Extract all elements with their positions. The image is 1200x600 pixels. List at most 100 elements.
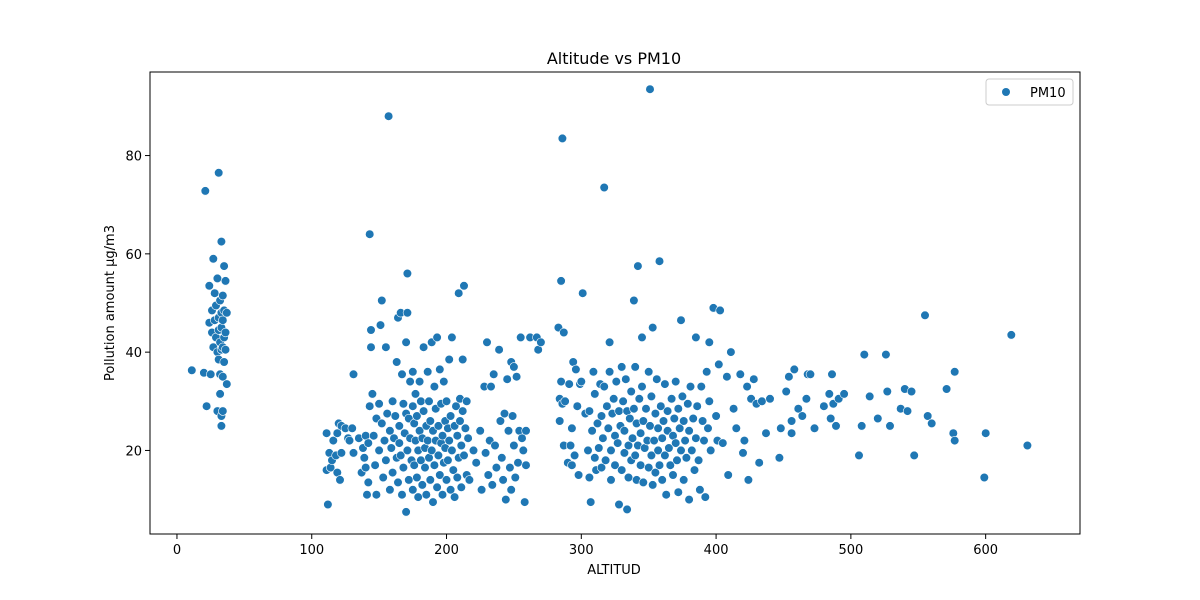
data-point	[486, 382, 496, 392]
data-point	[700, 492, 710, 502]
data-point	[394, 421, 404, 431]
data-point	[723, 470, 733, 480]
data-point	[377, 295, 387, 306]
legend-marker	[1002, 88, 1010, 96]
data-point	[432, 482, 442, 492]
legend-box	[985, 78, 1074, 106]
data-point	[332, 428, 342, 438]
x-tick-label: 300	[569, 543, 594, 558]
x-axis: 0 100 200 300 400 500 600	[173, 534, 998, 558]
data-point	[638, 477, 648, 488]
x-tick-label: 0	[173, 543, 181, 558]
data-point	[831, 421, 841, 431]
data-point	[902, 406, 913, 416]
data-point	[448, 465, 458, 475]
data-point	[366, 342, 376, 352]
data-point	[681, 453, 692, 463]
data-point	[881, 350, 891, 360]
data-point	[495, 416, 506, 426]
data-point	[584, 406, 595, 416]
data-point	[415, 377, 425, 387]
data-point	[673, 404, 683, 414]
data-point	[739, 436, 750, 446]
data-point	[433, 450, 444, 461]
data-point	[216, 237, 226, 247]
data-point	[460, 423, 471, 433]
data-point	[518, 445, 528, 456]
data-point	[443, 455, 453, 465]
data-point	[361, 463, 371, 473]
data-point	[402, 308, 413, 318]
data-point	[556, 377, 566, 387]
data-point	[208, 254, 218, 264]
data-point	[627, 433, 638, 443]
data-point	[386, 443, 396, 453]
data-point	[505, 463, 515, 473]
data-point	[370, 460, 380, 470]
data-point	[328, 436, 338, 446]
data-point	[696, 382, 706, 392]
data-point	[596, 411, 607, 421]
data-point	[435, 470, 445, 480]
data-point	[432, 332, 442, 343]
data-point	[715, 305, 725, 316]
data-point	[427, 445, 437, 456]
data-point	[452, 431, 462, 441]
data-point	[660, 450, 670, 461]
data-point	[501, 495, 511, 505]
data-point	[689, 465, 700, 475]
data-point	[941, 384, 952, 394]
data-point	[606, 475, 616, 485]
data-point	[559, 327, 569, 338]
data-point	[854, 450, 864, 461]
data-point	[927, 418, 937, 429]
data-point	[425, 475, 435, 485]
data-point	[390, 411, 400, 421]
data-point	[490, 440, 500, 451]
data-point	[685, 382, 696, 392]
data-point	[416, 396, 426, 406]
data-point	[423, 367, 433, 377]
data-point	[623, 440, 634, 451]
data-point	[691, 433, 701, 443]
data-point	[645, 421, 655, 431]
data-point	[623, 472, 634, 483]
data-point	[657, 433, 667, 443]
data-point	[648, 480, 658, 490]
data-point	[397, 490, 407, 500]
data-point	[635, 460, 646, 470]
data-point	[598, 433, 608, 443]
data-point	[502, 374, 512, 384]
data-point	[477, 485, 487, 495]
data-point	[578, 288, 588, 298]
data-point	[569, 450, 580, 461]
data-point	[637, 332, 647, 343]
data-point	[604, 367, 615, 377]
data-point	[675, 423, 685, 433]
data-point	[650, 468, 661, 478]
data-point	[676, 315, 686, 325]
data-point	[583, 445, 593, 456]
data-point	[507, 411, 518, 421]
data-point	[219, 357, 229, 367]
data-point	[218, 315, 228, 325]
data-point	[722, 372, 732, 382]
data-point	[645, 84, 655, 94]
data-point	[421, 490, 431, 500]
data-point	[367, 389, 378, 399]
data-point	[703, 423, 713, 433]
data-point	[588, 367, 599, 377]
data-point	[801, 394, 812, 404]
data-point	[718, 438, 728, 448]
data-point	[658, 416, 669, 426]
data-point	[381, 342, 391, 352]
data-point	[503, 426, 514, 436]
data-point	[600, 455, 611, 465]
data-point	[572, 401, 582, 411]
data-point	[456, 482, 466, 492]
data-point	[219, 261, 229, 271]
data-point	[692, 401, 702, 411]
data-point	[610, 460, 620, 470]
data-point	[673, 487, 683, 497]
